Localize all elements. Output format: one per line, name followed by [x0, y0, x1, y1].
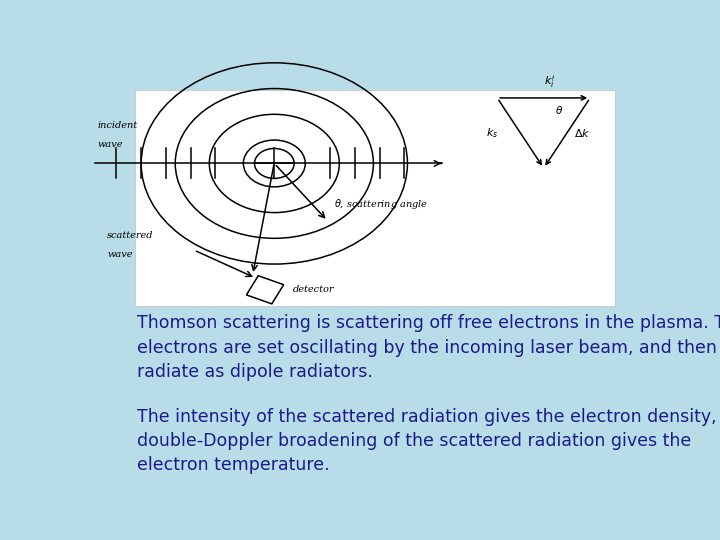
- Text: incident: incident: [98, 122, 138, 130]
- Text: $\Delta k$: $\Delta k$: [575, 127, 590, 139]
- Text: scattered: scattered: [107, 231, 153, 240]
- Text: The intensity of the scattered radiation gives the electron density, the
double-: The intensity of the scattered radiation…: [138, 408, 720, 475]
- Text: detector: detector: [293, 285, 334, 294]
- FancyBboxPatch shape: [135, 90, 615, 306]
- Text: wave: wave: [98, 140, 123, 149]
- Text: $k_i'$: $k_i'$: [544, 74, 556, 90]
- Text: Thomson scattering is scattering off free electrons in the plasma. The
electrons: Thomson scattering is scattering off fre…: [138, 314, 720, 381]
- Text: $\theta$: $\theta$: [555, 104, 563, 116]
- Text: wave: wave: [107, 250, 132, 259]
- Text: $k_s$: $k_s$: [487, 126, 499, 140]
- Text: $\theta$, scattering angle: $\theta$, scattering angle: [334, 197, 428, 211]
